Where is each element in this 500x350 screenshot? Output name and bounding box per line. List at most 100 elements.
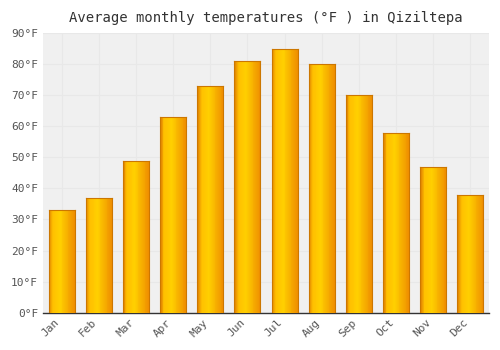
Bar [146, 161, 147, 313]
Bar [134, 161, 135, 313]
Bar [466, 195, 467, 313]
Bar [130, 161, 132, 313]
Bar [464, 195, 465, 313]
Bar [138, 161, 140, 313]
Bar [471, 195, 472, 313]
Bar [244, 61, 246, 313]
Bar [54, 210, 56, 313]
Bar [468, 195, 469, 313]
Bar [473, 195, 474, 313]
Bar [426, 167, 427, 313]
Bar [144, 161, 146, 313]
Bar [252, 61, 254, 313]
Bar [68, 210, 70, 313]
Bar [165, 117, 166, 313]
Bar [208, 86, 210, 313]
Bar [429, 167, 430, 313]
Bar [288, 49, 289, 313]
Bar [389, 133, 390, 313]
Bar [433, 167, 434, 313]
Bar [467, 195, 468, 313]
Bar [95, 198, 96, 313]
Bar [88, 198, 89, 313]
Bar [286, 49, 287, 313]
Bar [287, 49, 288, 313]
Bar [326, 64, 327, 313]
Bar [53, 210, 54, 313]
Bar [369, 95, 370, 313]
Bar [397, 133, 398, 313]
Bar [296, 49, 298, 313]
Bar [400, 133, 401, 313]
Bar [60, 210, 62, 313]
Bar [168, 117, 170, 313]
Bar [427, 167, 428, 313]
Bar [472, 195, 473, 313]
Bar [284, 49, 286, 313]
Bar [132, 161, 134, 313]
Bar [359, 95, 360, 313]
Bar [458, 195, 459, 313]
Bar [123, 161, 124, 313]
Bar [96, 198, 97, 313]
Bar [432, 167, 433, 313]
Bar [460, 195, 461, 313]
Bar [293, 49, 294, 313]
Bar [290, 49, 292, 313]
Bar [217, 86, 218, 313]
Bar [111, 198, 112, 313]
Bar [64, 210, 65, 313]
Bar [402, 133, 403, 313]
Bar [294, 49, 295, 313]
Bar [295, 49, 296, 313]
Bar [135, 161, 136, 313]
Bar [332, 64, 333, 313]
Bar [435, 167, 436, 313]
Bar [292, 49, 293, 313]
Bar [50, 210, 51, 313]
Bar [56, 210, 57, 313]
Bar [234, 61, 235, 313]
Bar [128, 161, 129, 313]
Bar [257, 61, 258, 313]
Bar [363, 95, 364, 313]
Bar [386, 133, 388, 313]
Bar [66, 210, 67, 313]
Bar [333, 64, 334, 313]
Bar [162, 117, 164, 313]
Bar [312, 64, 313, 313]
Bar [384, 133, 386, 313]
Bar [173, 117, 174, 313]
Bar [283, 49, 284, 313]
Bar [401, 133, 402, 313]
Bar [200, 86, 202, 313]
Bar [98, 198, 100, 313]
Bar [477, 195, 478, 313]
Bar [480, 195, 482, 313]
Bar [438, 167, 439, 313]
Bar [434, 167, 435, 313]
Bar [365, 95, 366, 313]
Bar [124, 161, 126, 313]
Bar [348, 95, 350, 313]
Bar [364, 95, 365, 313]
Bar [478, 195, 479, 313]
Bar [48, 210, 50, 313]
Bar [70, 210, 71, 313]
Bar [108, 198, 109, 313]
Bar [148, 161, 149, 313]
Bar [103, 198, 104, 313]
Bar [308, 64, 310, 313]
Bar [142, 161, 143, 313]
Bar [479, 195, 480, 313]
Bar [442, 167, 444, 313]
Bar [240, 61, 242, 313]
Bar [325, 64, 326, 313]
Bar [106, 198, 108, 313]
Bar [321, 64, 322, 313]
Bar [392, 133, 394, 313]
Bar [351, 95, 352, 313]
Bar [430, 167, 432, 313]
Bar [330, 64, 331, 313]
Bar [356, 95, 357, 313]
